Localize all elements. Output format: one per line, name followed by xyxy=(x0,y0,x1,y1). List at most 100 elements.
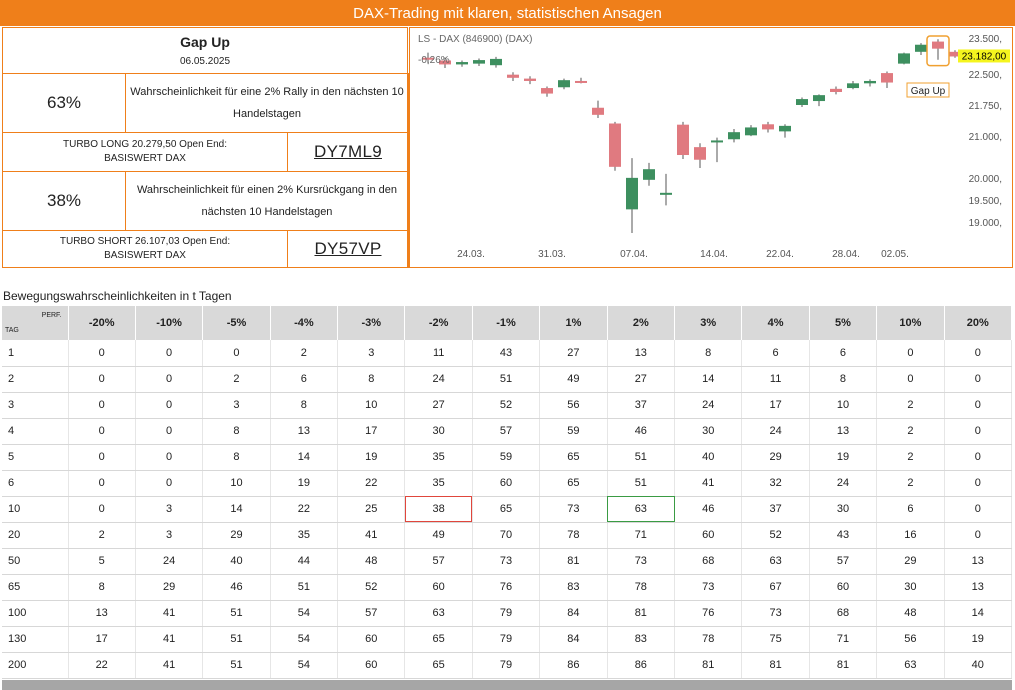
candle-body xyxy=(881,73,893,83)
table-cell: 37 xyxy=(607,392,676,419)
table-cell: 65 xyxy=(404,626,473,653)
table-cell: 49 xyxy=(539,366,608,393)
table-cell: 83 xyxy=(607,626,676,653)
corner-perf-label: PERF. xyxy=(41,312,62,319)
table-cell: 22 xyxy=(270,496,339,523)
candle-body xyxy=(898,53,910,64)
table-row: 1 0 0 0 2 3 11 43 27 13 8 6 6 0 0 xyxy=(2,340,1013,367)
table-cell: 13 xyxy=(944,548,1013,575)
candle-body xyxy=(813,95,825,102)
table-cell: 22 xyxy=(337,470,406,497)
table-cell: 16 xyxy=(876,522,945,549)
table-cell: 0 xyxy=(944,522,1013,549)
table-cell: 0 xyxy=(68,392,136,419)
turbo-long-wkn-cell[interactable]: DY7ML9 xyxy=(287,132,409,172)
row-day: 65 xyxy=(2,574,69,601)
table-cell: 0 xyxy=(68,340,136,367)
table-cell: 40 xyxy=(674,444,743,471)
table-cell: 2 xyxy=(876,444,945,471)
table-cell: 65 xyxy=(472,496,541,523)
row-day: 20 xyxy=(2,522,69,549)
turbo-long-line2: BASISWERT DAX xyxy=(104,153,186,164)
table-cell: 13 xyxy=(944,574,1013,601)
table-cell: 57 xyxy=(472,418,541,445)
candle-body xyxy=(422,57,434,60)
corner-tag-label: TAG xyxy=(5,327,19,334)
table-cell: 37 xyxy=(741,496,810,523)
row-day: 2 xyxy=(2,366,69,393)
table-cell: 0 xyxy=(135,444,204,471)
table-cell: 35 xyxy=(404,444,473,471)
table-cell: 48 xyxy=(876,600,945,627)
dax-candlestick-chart: 23.500, 22.500, 21.750, 21.000, 20.000, 19.50… xyxy=(409,27,1013,268)
column-header: 4% xyxy=(741,306,810,340)
table-cell: 48 xyxy=(337,548,406,575)
table-cell: 65 xyxy=(539,470,608,497)
table-cell: 29 xyxy=(876,548,945,575)
table-cell: 52 xyxy=(741,522,810,549)
column-header: -4% xyxy=(270,306,339,340)
candle-body xyxy=(779,125,791,132)
table-cell: 71 xyxy=(607,522,676,549)
table-row: 10 0 3 14 22 25 38 65 73 63 46 37 30 6 0 xyxy=(2,496,1013,523)
turbo-long-wkn-link[interactable]: DY7ML9 xyxy=(314,142,382,161)
table-cell: 30 xyxy=(404,418,473,445)
table-cell: 41 xyxy=(135,600,204,627)
table-cell: 13 xyxy=(809,418,878,445)
row-day: 6 xyxy=(2,470,69,497)
signal-date: 06.05.2025 xyxy=(179,56,231,67)
table-cell: 8 xyxy=(68,574,136,601)
table-cell: 81 xyxy=(607,600,676,627)
x-tick-label: 24.03. xyxy=(457,249,485,260)
row-day: 3 xyxy=(2,392,69,419)
table-cell: 81 xyxy=(539,548,608,575)
last-price-marker: 23.182,00 xyxy=(958,49,1010,63)
table-cell: 51 xyxy=(607,470,676,497)
turbo-short-wkn-link[interactable]: DY57VP xyxy=(314,239,382,258)
table-cell: 79 xyxy=(472,652,541,679)
table-cell: 14 xyxy=(270,444,339,471)
table-cell: 24 xyxy=(809,470,878,497)
turbo-short-wkn-cell[interactable]: DY57VP xyxy=(287,230,409,268)
table-cell: 19 xyxy=(337,444,406,471)
table-cell: 3 xyxy=(135,496,204,523)
table-cell: 2 xyxy=(876,470,945,497)
table-cell: 11 xyxy=(404,340,473,367)
table-cell: 60 xyxy=(674,522,743,549)
page-banner: DAX-Trading mit klaren, statistischen An… xyxy=(0,0,1015,26)
table-cell: 73 xyxy=(539,496,608,523)
footer-bar xyxy=(2,680,1012,690)
table-cell: 46 xyxy=(202,574,271,601)
candle-body xyxy=(847,83,859,89)
table-cell: 19 xyxy=(809,444,878,471)
column-header: 20% xyxy=(944,306,1013,340)
table-cell: 79 xyxy=(472,626,541,653)
table-cell: 41 xyxy=(337,522,406,549)
table-cell: 40 xyxy=(944,652,1013,679)
table-cell: 84 xyxy=(539,626,608,653)
column-header: 1% xyxy=(539,306,608,340)
table-row: 4 0 0 8 13 17 30 57 59 46 30 24 13 2 0 xyxy=(2,418,1013,445)
table-cell: 8 xyxy=(674,340,743,367)
chart-instrument-label: LS - DAX (846900) (DAX) xyxy=(418,34,533,45)
table-cell: 2 xyxy=(876,392,945,419)
short-probability-cell: 38% xyxy=(2,171,126,231)
table-cell: 73 xyxy=(607,548,676,575)
y-tick-label: 19.000, xyxy=(969,218,1002,229)
last-price-badge xyxy=(958,49,1010,63)
column-header: -1% xyxy=(472,306,541,340)
x-tick-label: 07.04. xyxy=(620,249,648,260)
table-cell: 17 xyxy=(337,418,406,445)
table-cell: 43 xyxy=(809,522,878,549)
table-cell: 10 xyxy=(202,470,271,497)
x-axis-labels: 24.03. 31.03. 07.04. 14.04. 22.04. 28.04. 02.0… xyxy=(457,249,909,260)
table-cell: 81 xyxy=(809,652,878,679)
table-cell: 60 xyxy=(337,626,406,653)
x-tick-label: 02.05. xyxy=(881,249,909,260)
candle-body xyxy=(660,192,672,195)
y-tick-label: 20.000, xyxy=(969,174,1002,185)
candle-body xyxy=(558,80,570,88)
turbo-short-line2: BASISWERT DAX xyxy=(104,250,186,261)
table-cell: 41 xyxy=(135,652,204,679)
table-cell: 49 xyxy=(404,522,473,549)
